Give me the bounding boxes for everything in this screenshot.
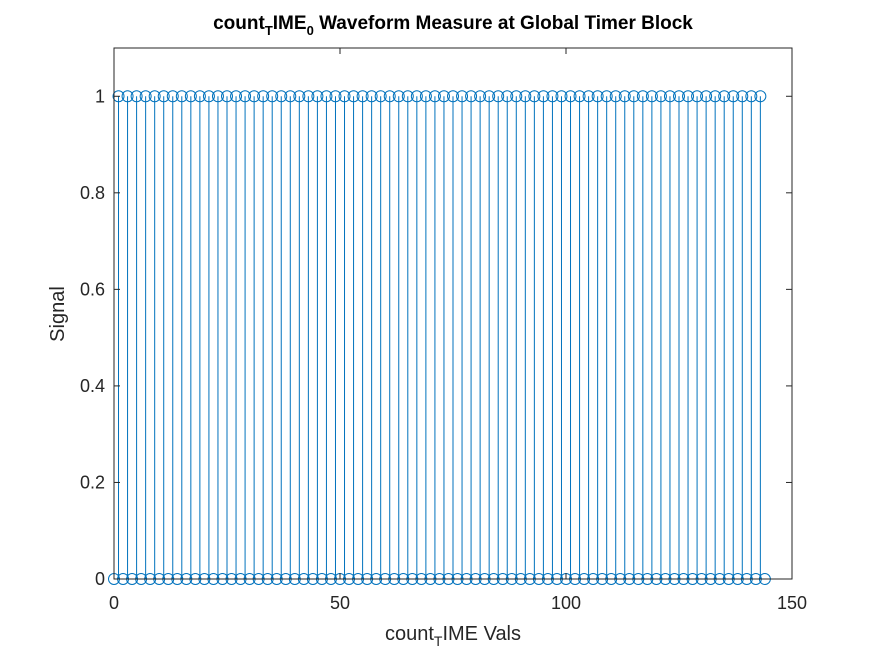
stem-marker-89 xyxy=(510,90,523,103)
stem-marker-39 xyxy=(284,90,297,103)
stem-marker-103 xyxy=(573,90,586,103)
stem-marker-45 xyxy=(311,90,324,103)
x-axis-label: countTIME Vals xyxy=(385,623,521,649)
stem-marker-1 xyxy=(112,90,125,103)
stem-marker-137 xyxy=(727,90,740,103)
stem-marker-93 xyxy=(528,90,541,103)
stem-marker-57 xyxy=(365,90,378,103)
stem-marker-117 xyxy=(636,90,649,103)
stem-marker-85 xyxy=(492,90,505,103)
stem-marker-111 xyxy=(609,90,622,103)
x-tick-label-1: 50 xyxy=(330,593,350,613)
stem-marker-61 xyxy=(383,90,396,103)
stem-marker-51 xyxy=(338,90,351,103)
stem-marker-79 xyxy=(465,90,478,103)
stem-marker-41 xyxy=(293,90,306,103)
x-tick-label-3: 150 xyxy=(777,593,807,613)
stem-marker-53 xyxy=(347,90,360,103)
stem-marker-65 xyxy=(401,90,414,103)
stem-marker-49 xyxy=(329,90,342,103)
stem-marker-133 xyxy=(709,90,722,103)
stem-marker-67 xyxy=(410,90,423,103)
x-ticks: 0 50 100 150 xyxy=(109,48,807,613)
stem-marker-109 xyxy=(600,90,613,103)
stem-marker-37 xyxy=(275,90,288,103)
title-sub2: 0 xyxy=(307,23,314,38)
xlabel-sub: T xyxy=(434,633,443,649)
stem-marker-35 xyxy=(266,90,279,103)
stem-marker-87 xyxy=(501,90,514,103)
y-ticks: 0 0.2 0.4 0.6 0.8 1 xyxy=(80,86,792,589)
x-tick-label-2: 100 xyxy=(551,593,581,613)
stem-marker-17 xyxy=(184,90,197,103)
y-tick-label-1: 0.2 xyxy=(80,472,105,492)
title-mid: IME xyxy=(273,13,307,34)
stem-marker-83 xyxy=(483,90,496,103)
stem-marker-25 xyxy=(221,90,233,103)
chart-title: countTIME0 Waveform Measure at Global Ti… xyxy=(213,13,693,38)
stem-marker-55 xyxy=(356,90,369,103)
stem-marker-59 xyxy=(374,90,387,103)
y-tick-label-3: 0.6 xyxy=(80,279,105,299)
stem-marker-139 xyxy=(736,90,749,103)
stem-lines xyxy=(118,96,761,579)
stem-marker-21 xyxy=(202,90,215,103)
xlabel-rest: IME Vals xyxy=(442,623,521,645)
stem-marker-29 xyxy=(239,90,252,103)
stem-marker-141 xyxy=(745,90,758,103)
stem-marker-47 xyxy=(320,90,333,103)
stem-marker-119 xyxy=(645,90,658,103)
stem-marker-15 xyxy=(175,90,188,103)
stem-marker-31 xyxy=(248,90,261,103)
stem-marker-129 xyxy=(691,90,704,103)
stem-marker-9 xyxy=(148,90,161,103)
y-tick-label-0: 0 xyxy=(95,569,105,589)
stem-marker-131 xyxy=(700,90,713,103)
stem-marker-23 xyxy=(211,90,224,103)
y-tick-label-4: 0.8 xyxy=(80,183,105,203)
stem-marker-123 xyxy=(663,90,676,103)
y-tick-label-5: 1 xyxy=(95,86,105,106)
stem-marker-127 xyxy=(682,90,695,103)
stem-marker-33 xyxy=(257,90,270,103)
stem-marker-115 xyxy=(627,90,640,103)
x-tick-label-0: 0 xyxy=(109,593,119,613)
stem-marker-101 xyxy=(564,90,577,103)
stem-marker-7 xyxy=(139,90,152,103)
stem-marker-27 xyxy=(230,90,243,103)
plot-box xyxy=(113,47,793,580)
title-rest: Waveform Measure at Global Timer Block xyxy=(314,13,693,34)
y-axis-label: Signal xyxy=(47,286,69,342)
stem-marker-73 xyxy=(437,90,450,103)
stem-marker-77 xyxy=(456,90,469,103)
stem-marker-135 xyxy=(718,90,731,103)
stem-marker-121 xyxy=(654,90,667,103)
stem-marker-105 xyxy=(582,90,595,103)
stem-marker-75 xyxy=(447,90,459,103)
stem-marker-19 xyxy=(193,90,206,103)
stem-marker-5 xyxy=(130,90,143,103)
stem-marker-11 xyxy=(157,90,170,103)
y-tick-label-2: 0.4 xyxy=(80,376,105,396)
stem-marker-13 xyxy=(166,90,179,103)
stem-marker-125 xyxy=(673,90,685,103)
stem-marker-71 xyxy=(428,90,441,103)
title-sub1: T xyxy=(265,23,273,38)
title-base: count xyxy=(213,13,265,34)
stem-marker-143 xyxy=(754,90,767,103)
stem-marker-97 xyxy=(546,90,559,103)
stem-marker-107 xyxy=(591,90,604,103)
stem-marker-113 xyxy=(618,90,631,103)
stem-marker-95 xyxy=(537,90,550,103)
xlabel-base: count xyxy=(385,623,434,645)
stem-marker-43 xyxy=(302,90,315,103)
stem-marker-69 xyxy=(419,90,432,103)
stem-marker-91 xyxy=(519,90,532,103)
stem-marker-99 xyxy=(555,90,568,103)
stem-marker-3 xyxy=(121,90,134,103)
stem-marker-63 xyxy=(392,90,405,103)
stem-marker-81 xyxy=(474,90,487,103)
